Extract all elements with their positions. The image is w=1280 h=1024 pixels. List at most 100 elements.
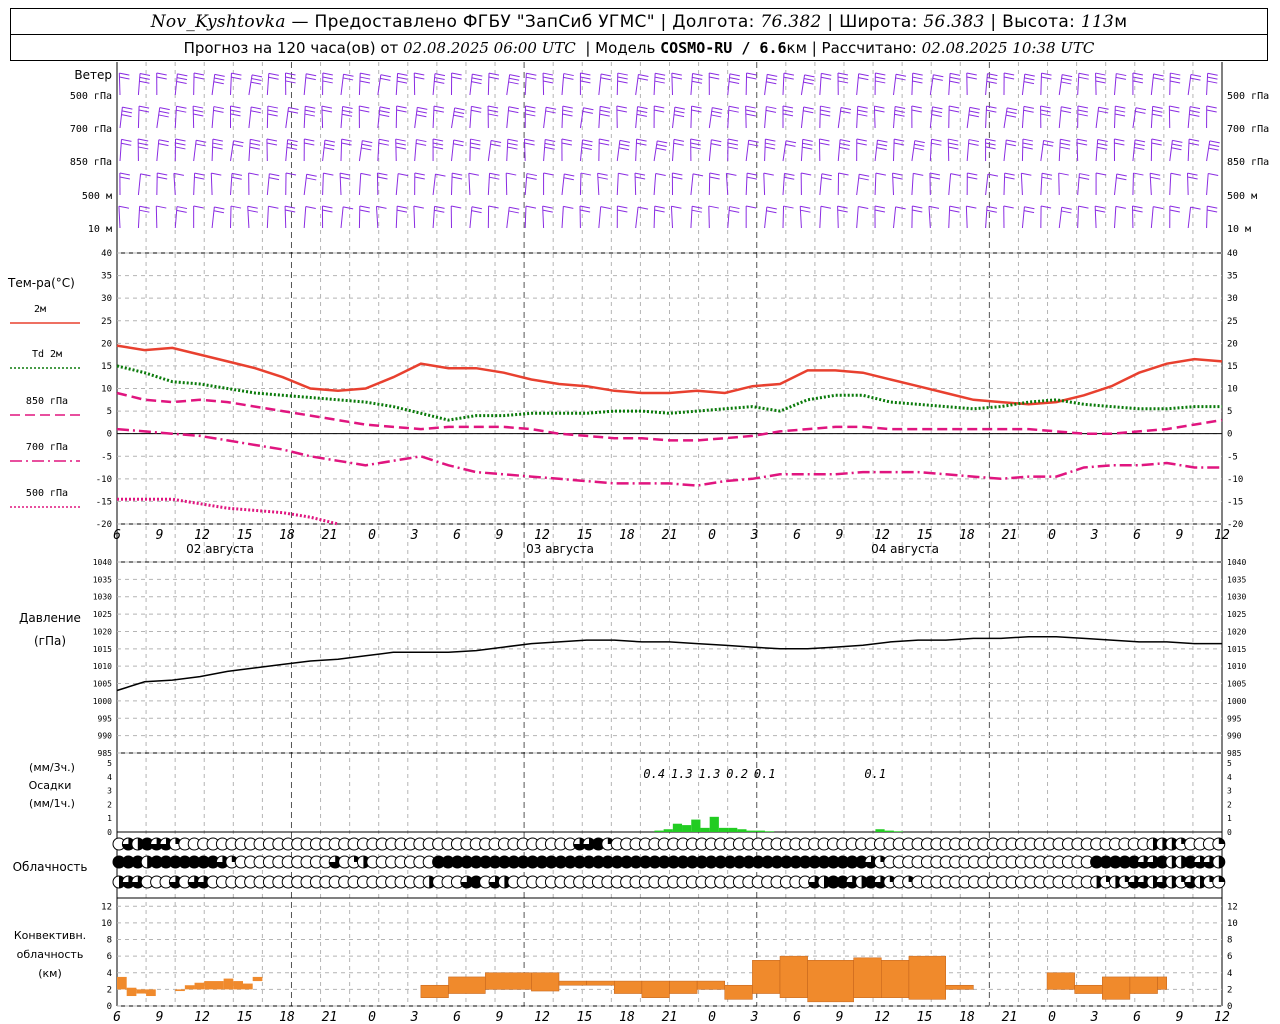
forecast-from: 02.08.2025 06:00 UTC <box>403 38 576 57</box>
wind-barb-flag <box>545 138 556 142</box>
prec-tick-right: 1 <box>1227 814 1232 823</box>
wind-barb-flag <box>359 80 371 84</box>
prec-tick-right: 4 <box>1227 773 1232 782</box>
wind-barb-flag <box>397 205 408 209</box>
wind-barb-flag <box>159 110 170 114</box>
wind-barb-flag <box>489 176 500 180</box>
x-tick-label: 18 <box>959 528 975 543</box>
wind-barb-flag <box>912 72 923 76</box>
wind-barb-flag <box>526 176 537 180</box>
wind-barb-flag <box>304 113 315 117</box>
cloud-fill <box>1128 876 1141 888</box>
wind-barb-flag <box>765 109 777 113</box>
cloud-fill <box>799 856 812 868</box>
wind-barb-flag <box>1189 113 1200 117</box>
wind-barb <box>193 173 196 196</box>
prec-bar <box>893 831 904 832</box>
wind-barb-flag <box>1152 113 1163 117</box>
wind-barb-flag <box>949 72 961 76</box>
cloud-symbol <box>1127 875 1141 889</box>
wind-barb-flag <box>1022 142 1033 146</box>
wind-barb-flag <box>1061 210 1072 214</box>
wind-barb-flag <box>1040 109 1051 113</box>
cloud-fill <box>592 856 605 868</box>
x-tick-label-bottom: 21 <box>662 1010 678 1024</box>
temp-tick-left: -5 <box>101 452 112 462</box>
wind-barb-flag <box>361 143 372 147</box>
cloud-fill <box>648 856 661 868</box>
wind-barb-flag <box>765 142 776 146</box>
wind-barb-flag <box>121 110 133 114</box>
wind-barb-flag <box>1059 146 1071 150</box>
wind-barb-flag <box>1150 172 1161 176</box>
wind-barb <box>543 107 547 129</box>
wind-barb <box>782 206 785 229</box>
pres-tick-right: 1010 <box>1227 662 1246 671</box>
wind-title: Ветер <box>74 68 112 82</box>
cloud-fill <box>592 838 605 850</box>
temp-legend-label: Td 2м <box>32 349 62 360</box>
wind-level-left: 850 гПа <box>70 157 112 168</box>
wind-barb-flag <box>1076 138 1088 142</box>
wind-barb-flag <box>1169 109 1180 113</box>
wind-barb-flag <box>525 205 537 209</box>
cloud-symbol <box>150 855 164 869</box>
wind-barb-flag <box>175 138 186 142</box>
wind-barb-flag <box>1041 172 1053 176</box>
forecast-label: Прогноз на 120 часа(ов) от <box>183 38 399 57</box>
wind-barb <box>137 106 140 129</box>
wind-barb-flag <box>1007 107 1018 111</box>
wind-barb-flag <box>1132 76 1144 80</box>
wind-barb-flag <box>729 209 740 213</box>
wind-barb-flag <box>1114 138 1125 142</box>
wind-barb-flag <box>599 109 611 113</box>
temp-tick-right: 20 <box>1227 339 1238 349</box>
wind-barb <box>155 206 158 229</box>
alt-unit: м <box>1114 11 1128 32</box>
wind-barb-flag <box>212 142 223 146</box>
wind-barb-flag <box>159 107 170 111</box>
temp-tick-left: 15 <box>101 362 112 372</box>
wind-barb-flag <box>526 173 537 177</box>
wind-barb <box>708 139 712 162</box>
cloud-fill <box>827 876 840 888</box>
wind-barb-flag <box>359 105 370 109</box>
wind-barb-flag <box>175 146 186 150</box>
wind-barb-flag <box>471 109 482 113</box>
wind-barb <box>248 74 253 96</box>
wind-barb-flag <box>525 105 536 109</box>
wind-barb <box>856 206 859 229</box>
cloud-fill <box>169 876 182 888</box>
wind-barb-flag <box>986 80 997 84</box>
wind-barb-flag <box>176 80 187 84</box>
wind-barb <box>965 206 968 229</box>
wind-barb-flag <box>986 109 997 113</box>
prec-bar <box>691 819 701 832</box>
wind-barb-flag <box>727 146 739 150</box>
wind-barb-flag <box>1079 173 1090 177</box>
x-tick-label-bottom: 0 <box>1048 1010 1056 1024</box>
wind-barb-flag <box>1189 110 1200 113</box>
wind-barb <box>948 173 952 196</box>
conv-bar <box>252 976 263 982</box>
wind-barb <box>174 206 178 229</box>
wind-level-right: 10 м <box>1227 224 1251 235</box>
pres-title: Давление <box>19 611 81 625</box>
wind-barb <box>561 106 564 129</box>
wind-barb-flag <box>138 105 150 109</box>
wind-barb-flag <box>1023 109 1034 113</box>
wind-barb-flag <box>1172 139 1183 143</box>
wind-barb <box>174 73 178 96</box>
wind-barb <box>598 106 601 129</box>
wind-barb-flag <box>784 176 795 180</box>
wind-barb-flag <box>122 106 133 110</box>
wind-barb-flag <box>766 106 777 110</box>
conv-bar <box>724 984 753 1000</box>
wind-barb-flag <box>709 172 720 176</box>
conv-bar <box>175 989 185 992</box>
wind-barb <box>137 173 142 196</box>
temp-tick-left: -10 <box>96 475 112 485</box>
pres-tick-right: 985 <box>1227 749 1242 758</box>
wind-barb-flag <box>1061 77 1072 81</box>
wind-barb-flag <box>121 114 132 118</box>
